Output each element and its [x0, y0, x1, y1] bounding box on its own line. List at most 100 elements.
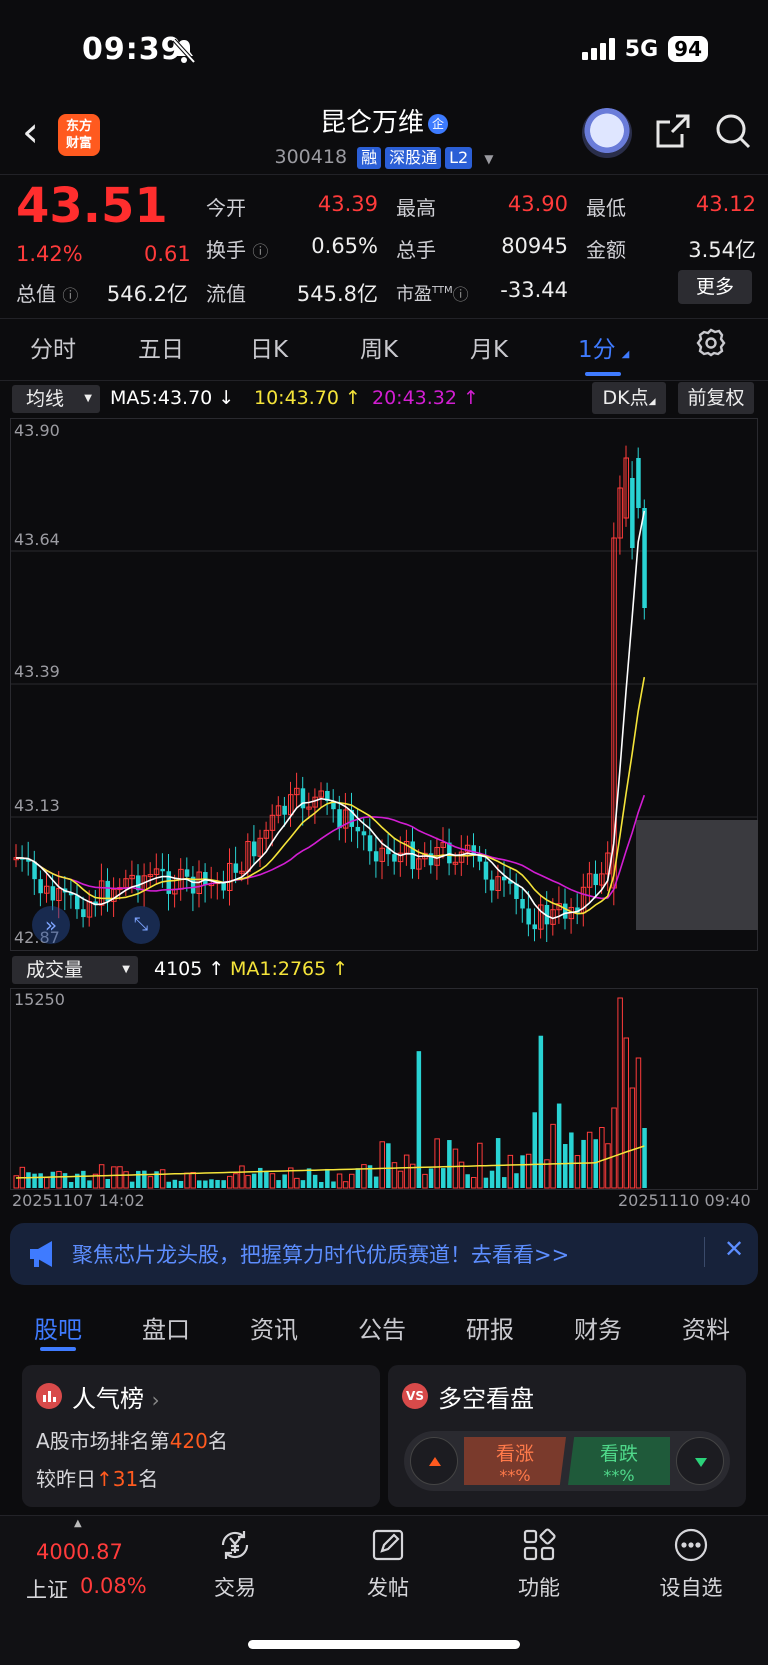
- volume-bar: [373, 1176, 379, 1188]
- volume-select[interactable]: 成交量 ▼: [12, 956, 138, 984]
- edit-post-icon: [369, 1526, 407, 1564]
- candle-body: [239, 870, 245, 874]
- adjust-button[interactable]: 前复权: [678, 382, 754, 414]
- promo-banner[interactable]: 聚焦芯片龙头股，把握算力时代优质赛道！去看看>> ✕: [10, 1223, 758, 1285]
- candle-body: [397, 852, 404, 863]
- current-price: 43.51: [16, 178, 168, 234]
- candle-body: [269, 814, 276, 831]
- volume-bar: [574, 1155, 581, 1189]
- tab-1min[interactable]: 1分 ◢: [578, 337, 630, 363]
- ma-row: 均线 ▼ MA5:43.70 ↓ 10:43.70 ↑ 20:43.32 ↑ DK…: [0, 382, 768, 415]
- candle-body: [544, 904, 550, 925]
- volume-bar: [75, 1173, 80, 1188]
- share-icon[interactable]: [654, 112, 692, 154]
- volume-bar: [569, 1132, 574, 1188]
- volume-bar: [629, 1087, 636, 1189]
- brand-logo-line1: 东方: [65, 119, 92, 134]
- close-icon[interactable]: ✕: [724, 1235, 745, 1263]
- ma-line: [15, 510, 646, 920]
- tab-profile[interactable]: 资料: [682, 1316, 730, 1344]
- volume-bar: [105, 1178, 110, 1188]
- amount-value: 3.54亿: [688, 238, 756, 262]
- tab-research[interactable]: 研报: [466, 1316, 514, 1344]
- ma-select[interactable]: 均线 ▼: [12, 385, 100, 413]
- volume-bar: [288, 1167, 294, 1189]
- volume-max-tick: 15250: [14, 990, 65, 1009]
- volume-value: 80945: [501, 234, 568, 258]
- banner-divider: [704, 1237, 705, 1267]
- chart-settings-icon[interactable]: [696, 328, 726, 364]
- volume-bar: [428, 1168, 434, 1188]
- header-divider: [0, 174, 768, 175]
- volume-bar: [154, 1171, 159, 1188]
- bearish-bar[interactable]: 看跌 **%: [568, 1437, 670, 1485]
- vote-up-button[interactable]: [410, 1437, 458, 1485]
- search-icon[interactable]: [714, 112, 752, 154]
- candle-body: [184, 869, 190, 877]
- candle-body: [282, 805, 287, 815]
- nav-trade[interactable]: 交易: [190, 1526, 280, 1602]
- tab-announcements[interactable]: 公告: [358, 1316, 406, 1344]
- bullish-value: **%: [499, 1466, 531, 1485]
- change-pct: 1.42%: [16, 242, 83, 266]
- quote-divider: [0, 318, 768, 319]
- candle-body: [373, 851, 379, 862]
- nav-post[interactable]: 发帖: [343, 1526, 433, 1602]
- y-tick-3: 43.39: [14, 662, 60, 681]
- candle-body: [32, 861, 37, 880]
- bullish-bar[interactable]: 看涨 **%: [464, 1437, 566, 1485]
- market-rank: A股市场排名第420名: [36, 1429, 228, 1453]
- vote-down-button[interactable]: [676, 1437, 724, 1485]
- volume-bar: [599, 1126, 605, 1189]
- stock-code-line[interactable]: 300418 融深股通 L2 ▼: [0, 146, 768, 169]
- candle-body: [44, 885, 50, 894]
- info-icon: ⓘ: [62, 286, 79, 305]
- nav-trade-label: 交易: [214, 1576, 256, 1600]
- volume-bar: [379, 1141, 385, 1189]
- sentiment-card[interactable]: VS 多空看盘 看涨 **% 看跌 **%: [388, 1365, 746, 1507]
- candle-body: [227, 862, 233, 891]
- more-button[interactable]: 更多: [678, 270, 752, 304]
- volume-bar: [319, 1181, 324, 1188]
- tab-intraday[interactable]: 分时: [30, 337, 76, 363]
- volume-bar: [26, 1172, 31, 1188]
- index-pct[interactable]: 0.08%: [80, 1574, 147, 1598]
- nav-function[interactable]: 功能: [494, 1526, 584, 1602]
- volume-bar: [264, 1170, 269, 1188]
- pe-label: 市盈TTMⓘ: [396, 284, 469, 305]
- index-name[interactable]: 上证: [26, 1578, 68, 1602]
- index-value[interactable]: 4000.87: [36, 1540, 123, 1564]
- candle-body: [379, 847, 385, 862]
- volume-bar: [586, 1131, 593, 1189]
- volume-chart[interactable]: [10, 988, 758, 1190]
- volume-bar: [142, 1170, 147, 1188]
- tab-news[interactable]: 资讯: [250, 1316, 298, 1344]
- popularity-card[interactable]: 人气榜 › A股市场排名第420名 较昨日↑31名: [22, 1365, 380, 1507]
- stock-title[interactable]: 昆仑万维企: [0, 102, 768, 139]
- volume-bar: [87, 1180, 92, 1188]
- nav-function-label: 功能: [518, 1576, 560, 1600]
- expand-left-icon[interactable]: »: [32, 906, 70, 944]
- tab-week-k[interactable]: 周K: [360, 337, 399, 363]
- banner-text: 聚焦芯片龙头股，把握算力时代优质赛道！去看看>>: [72, 1243, 570, 1267]
- vote-bar: 看涨 **% 看跌 **%: [404, 1431, 730, 1491]
- candlestick-chart[interactable]: [10, 418, 758, 951]
- candle-body: [129, 874, 135, 880]
- back-icon[interactable]: ‹: [22, 107, 39, 156]
- tab-forum[interactable]: 股吧: [34, 1316, 82, 1344]
- candle-body: [532, 924, 537, 930]
- volume-bar: [507, 1154, 514, 1189]
- nav-watchlist[interactable]: 设自选: [646, 1526, 736, 1602]
- tab-five-day[interactable]: 五日: [138, 337, 184, 363]
- dk-point-button[interactable]: DK点◢: [592, 382, 666, 414]
- tab-order-book[interactable]: 盘口: [142, 1316, 190, 1344]
- candle-body: [342, 809, 349, 829]
- candle-body: [166, 871, 171, 894]
- tab-day-k[interactable]: 日K: [250, 337, 289, 363]
- fullscreen-icon[interactable]: ⤡: [122, 906, 160, 944]
- tab-month-k[interactable]: 月K: [470, 337, 509, 363]
- high-value: 43.90: [507, 192, 568, 216]
- assistant-robot-icon[interactable]: [582, 108, 632, 158]
- volume-bar: [233, 1173, 239, 1189]
- tab-finance[interactable]: 财务: [574, 1316, 622, 1344]
